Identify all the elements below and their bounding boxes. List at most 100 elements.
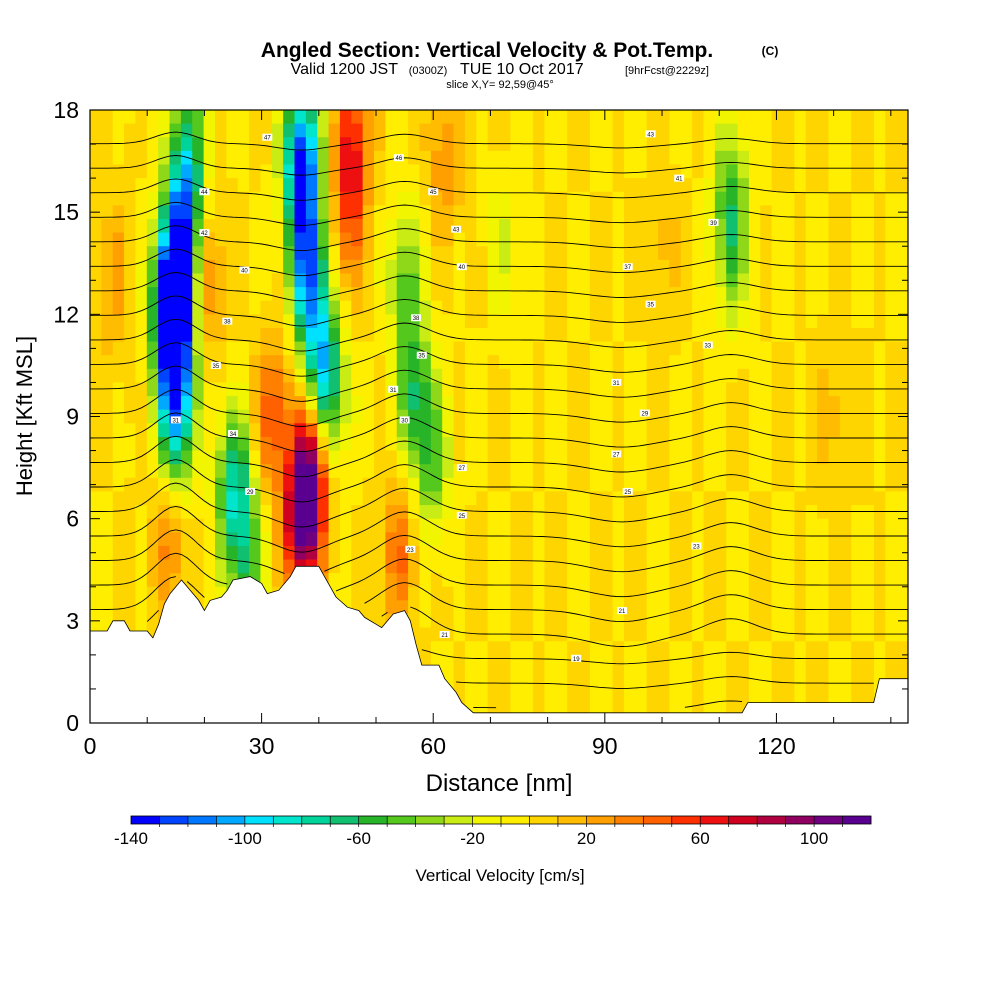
velocity-cell: [237, 232, 250, 247]
velocity-cell: [214, 205, 227, 220]
velocity-cell: [464, 137, 477, 152]
velocity-cell: [680, 695, 693, 710]
velocity-cell: [317, 341, 330, 356]
velocity-cell: [578, 273, 591, 288]
velocity-cell: [419, 654, 432, 670]
velocity-cell: [862, 191, 875, 206]
velocity-cell: [271, 205, 284, 220]
velocity-cell: [589, 518, 602, 533]
velocity-cell: [726, 341, 739, 356]
velocity-cell: [567, 382, 580, 397]
velocity-cell: [362, 341, 375, 356]
velocity-cell: [283, 368, 296, 384]
velocity-cell: [192, 355, 205, 370]
velocity-cell: [896, 450, 908, 465]
velocity-cell: [714, 477, 727, 493]
velocity-cell: [612, 300, 625, 315]
velocity-cell: [578, 518, 591, 533]
velocity-cell: [271, 150, 284, 166]
velocity-cell: [124, 505, 137, 520]
velocity-cell: [873, 232, 886, 247]
colorbar-swatch: [244, 816, 274, 824]
velocity-cell: [396, 436, 409, 452]
velocity-cell: [896, 218, 908, 234]
velocity-cell: [237, 450, 250, 465]
velocity-cell: [158, 246, 171, 261]
velocity-cell: [283, 205, 296, 220]
velocity-cell: [112, 505, 125, 520]
velocity-cell: [339, 218, 352, 234]
velocity-cell: [419, 355, 432, 370]
velocity-cell: [680, 491, 693, 506]
velocity-cell: [544, 232, 557, 247]
velocity-cell: [271, 178, 284, 193]
velocity-cell: [510, 682, 523, 697]
velocity-cell: [658, 545, 671, 561]
velocity-cell: [180, 232, 193, 247]
velocity-cell: [862, 218, 875, 234]
velocity-cell: [180, 573, 193, 588]
velocity-cell: [737, 218, 750, 234]
velocity-cell: [612, 573, 625, 588]
velocity-cell: [305, 532, 318, 547]
velocity-cell: [271, 505, 284, 520]
velocity-cell: [851, 218, 864, 234]
velocity-cell: [703, 627, 716, 642]
velocity-cell: [146, 259, 159, 275]
velocity-cell: [771, 246, 784, 261]
svg-text:42: 42: [201, 231, 208, 237]
velocity-cell: [430, 396, 443, 411]
colorbar-swatch: [529, 816, 559, 824]
velocity-cell: [419, 586, 432, 601]
velocity-cell: [317, 178, 330, 193]
velocity-cell: [487, 450, 500, 465]
velocity-cell: [589, 559, 602, 574]
velocity-cell: [260, 205, 273, 220]
velocity-cell: [578, 641, 591, 656]
svg-text:46: 46: [396, 156, 403, 162]
velocity-cell: [374, 423, 386, 438]
velocity-cell: [680, 464, 693, 479]
velocity-cell: [635, 137, 648, 152]
velocity-cell: [124, 532, 137, 547]
velocity-cell: [783, 627, 795, 642]
velocity-cell: [839, 368, 852, 384]
velocity-cell: [873, 505, 886, 520]
velocity-cell: [794, 178, 807, 193]
velocity-cell: [169, 436, 182, 452]
velocity-cell: [612, 137, 625, 152]
velocity-cell: [487, 573, 500, 588]
velocity-cell: [737, 668, 750, 683]
velocity-cell: [817, 355, 830, 370]
velocity-cell: [101, 559, 114, 574]
velocity-cell: [578, 450, 591, 465]
velocity-cell: [430, 545, 443, 561]
velocity-cell: [124, 559, 137, 574]
velocity-cell: [544, 532, 557, 547]
velocity-cell: [896, 559, 908, 574]
velocity-cell: [499, 273, 511, 288]
colorbar-swatch: [444, 816, 473, 824]
velocity-cell: [885, 641, 898, 656]
velocity-cell: [533, 396, 546, 411]
velocity-cell: [623, 505, 636, 520]
velocity-cell: [339, 518, 352, 533]
velocity-cell: [396, 368, 409, 384]
velocity-cell: [714, 627, 727, 642]
velocity-cell: [249, 218, 262, 234]
svg-text:27: 27: [613, 452, 620, 458]
velocity-cell: [805, 545, 818, 561]
velocity-cell: [794, 518, 807, 533]
velocity-cell: [601, 368, 614, 384]
velocity-cell: [862, 491, 875, 506]
velocity-cell: [453, 614, 466, 629]
velocity-cell: [453, 654, 466, 670]
velocity-cell: [419, 532, 432, 547]
velocity-cell: [828, 300, 841, 315]
velocity-cell: [589, 641, 602, 656]
velocity-cell: [408, 423, 421, 438]
velocity-cell: [533, 287, 546, 302]
velocity-cell: [555, 423, 568, 438]
velocity-cell: [555, 355, 568, 370]
velocity-cell: [328, 368, 341, 384]
